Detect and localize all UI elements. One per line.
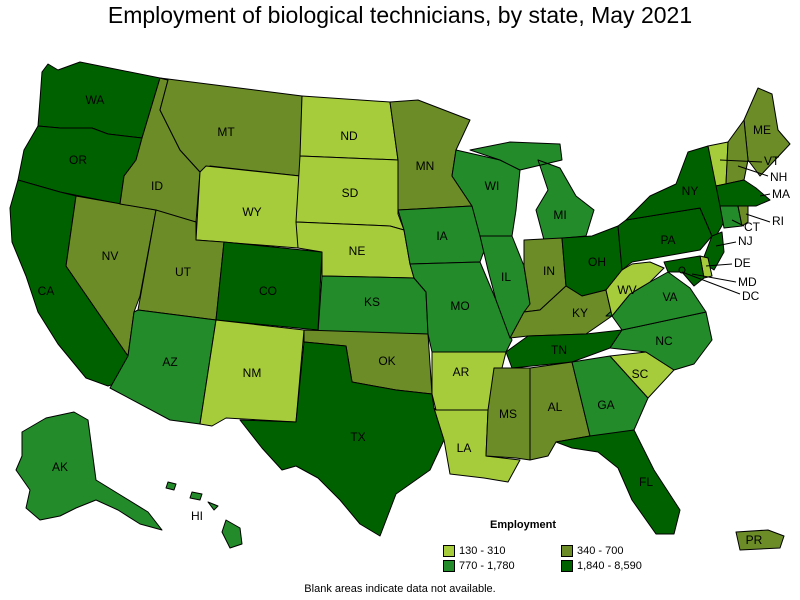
state-label-mo: MO (450, 299, 469, 313)
legend-label: 130 - 310 (459, 545, 506, 557)
state-nc[interactable] (609, 311, 713, 371)
leader-ct (731, 219, 745, 227)
state-nd[interactable] (299, 95, 399, 161)
state-label-ma: MA (772, 187, 790, 201)
state-ri[interactable] (737, 205, 749, 227)
state-label-ny: NY (682, 184, 699, 198)
state-label-az: AZ (162, 355, 177, 369)
state-tx[interactable] (239, 341, 445, 537)
state-label-pr: PR (746, 533, 763, 547)
state-label-wy: WY (242, 205, 261, 219)
leader-vt (719, 159, 763, 163)
state-label-ky: KY (572, 306, 588, 320)
state-label-ne: NE (349, 244, 366, 258)
map-title: Employment of biological technicians, by… (107, 2, 693, 28)
state-label-ut: UT (175, 265, 192, 279)
legend-swatch (561, 545, 573, 557)
footnote: Blank areas indicate data not available. (304, 583, 496, 595)
state-label-nm: NM (243, 366, 262, 380)
state-label-ca: CA (38, 284, 55, 298)
state-label-ks: KS (364, 295, 380, 309)
legend-item-3: 770 - 1,780 (443, 560, 515, 572)
state-label-ok: OK (378, 354, 395, 368)
state-label-ri: RI (772, 214, 784, 228)
state-label-la: LA (457, 441, 472, 455)
state-label-sd: SD (342, 186, 359, 200)
state-label-md: MD (738, 275, 757, 289)
state-label-in: IN (543, 264, 555, 278)
state-label-mn: MN (416, 159, 435, 173)
state-label-wa: WA (86, 93, 105, 107)
state-nh[interactable] (725, 119, 749, 185)
legend-item-4: 1,840 - 8,590 (561, 560, 642, 572)
state-label-ia: IA (436, 229, 447, 243)
legend-swatch (443, 545, 455, 557)
state-label-mt: MT (217, 125, 235, 139)
state-label-tn: TN (551, 343, 567, 357)
state-label-al: AL (548, 400, 563, 414)
state-fl[interactable] (555, 429, 681, 535)
state-label-il: IL (501, 270, 511, 284)
state-label-nj: NJ (738, 234, 753, 248)
legend-label: 770 - 1,780 (459, 560, 515, 572)
state-label-dc: DC (742, 289, 760, 303)
state-label-de: DE (734, 256, 751, 270)
legend-item-2: 340 - 700 (561, 545, 623, 557)
state-label-oh: OH (588, 255, 606, 269)
legend-item-1: 130 - 310 (443, 545, 505, 557)
state-label-nd: ND (340, 129, 358, 143)
state-label-nv: NV (102, 249, 119, 263)
state-label-nh: NH (770, 170, 787, 184)
leader-dc (681, 271, 741, 295)
state-label-ms: MS (499, 407, 517, 421)
state-label-or: OR (69, 153, 87, 167)
state-label-me: ME (753, 123, 771, 137)
leader-ri (745, 213, 771, 223)
state-label-tx: TX (350, 430, 365, 444)
state-hi[interactable] (165, 481, 243, 549)
legend-title: Employment (489, 519, 556, 531)
state-label-wv: WV (617, 283, 636, 297)
legend-swatch (561, 560, 573, 572)
state-ak[interactable] (15, 411, 163, 531)
leader-de (705, 263, 733, 267)
state-label-mi: MI (553, 208, 566, 222)
state-label-co: CO (259, 284, 277, 298)
state-label-ak: AK (52, 460, 68, 474)
state-ma[interactable] (715, 179, 771, 207)
leader-nj (715, 241, 737, 247)
state-label-id: ID (151, 179, 163, 193)
state-label-vt: VT (764, 154, 780, 168)
state-label-fl: FL (639, 475, 653, 489)
state-label-nc: NC (655, 334, 673, 348)
state-me[interactable] (743, 87, 791, 177)
state-label-sc: SC (632, 367, 649, 381)
legend-label: 1,840 - 8,590 (577, 560, 642, 572)
leader-nh (737, 165, 769, 177)
state-label-ar: AR (453, 365, 470, 379)
legend-label: 340 - 700 (577, 545, 624, 557)
state-dc[interactable] (678, 266, 686, 274)
state-label-hi: HI (191, 509, 203, 523)
state-label-pa: PA (660, 233, 675, 247)
leader-md (691, 273, 737, 283)
state-label-wi: WI (485, 179, 500, 193)
state-pr[interactable] (735, 529, 785, 551)
state-label-ga: GA (597, 398, 614, 412)
legend-swatch (443, 560, 455, 572)
leader-ma (759, 193, 771, 197)
legend: Employment 130 - 310 340 - 700 770 - 1,7… (443, 519, 673, 572)
state-wv[interactable] (605, 261, 665, 317)
state-label-va: VA (662, 290, 677, 304)
state-label-ct: CT (744, 220, 761, 234)
